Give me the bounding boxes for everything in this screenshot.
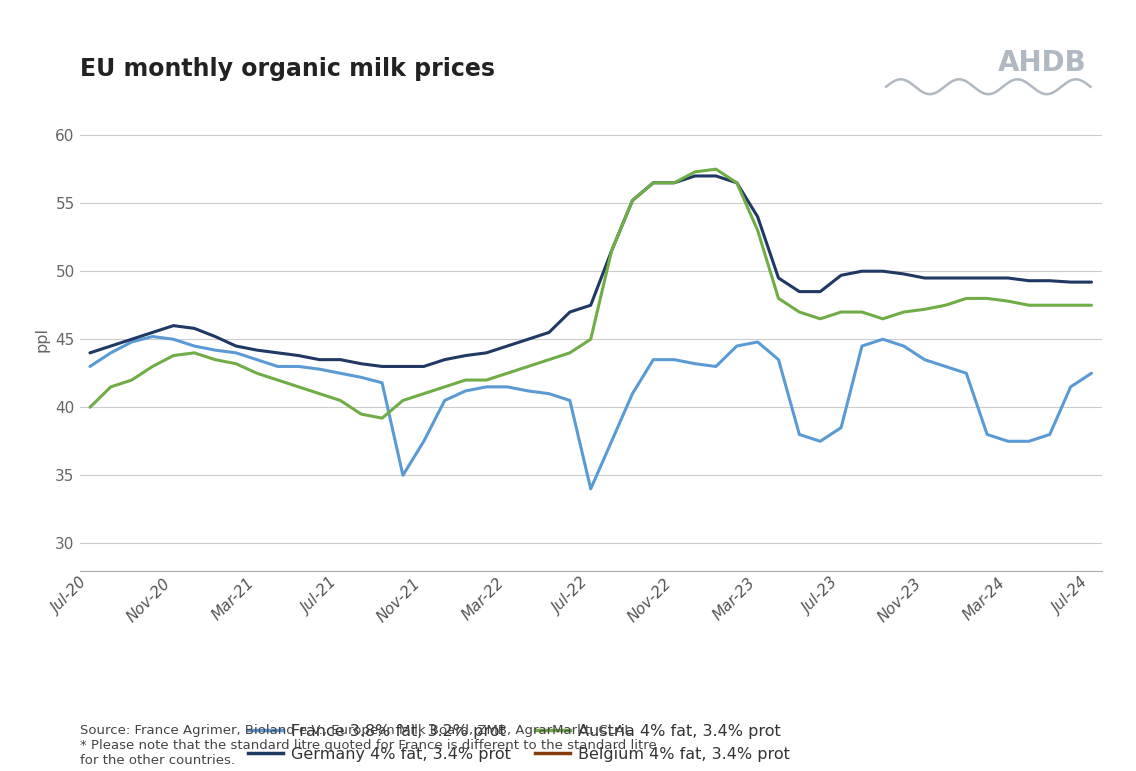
Text: EU monthly organic milk prices: EU monthly organic milk prices — [80, 57, 494, 81]
Text: AHDB: AHDB — [997, 49, 1086, 76]
Legend: France 3.8% fat, 3.2% prot, Germany 4% fat, 3.4% prot, Austria 4% fat, 3.4% prot: France 3.8% fat, 3.2% prot, Germany 4% f… — [242, 717, 796, 768]
Y-axis label: ppl: ppl — [35, 327, 50, 352]
Text: Source: France Agrimer, Bioland e.V., European Milk Board, ZMB, AgrarMarkt, CLAL: Source: France Agrimer, Bioland e.V., Eu… — [80, 724, 657, 767]
